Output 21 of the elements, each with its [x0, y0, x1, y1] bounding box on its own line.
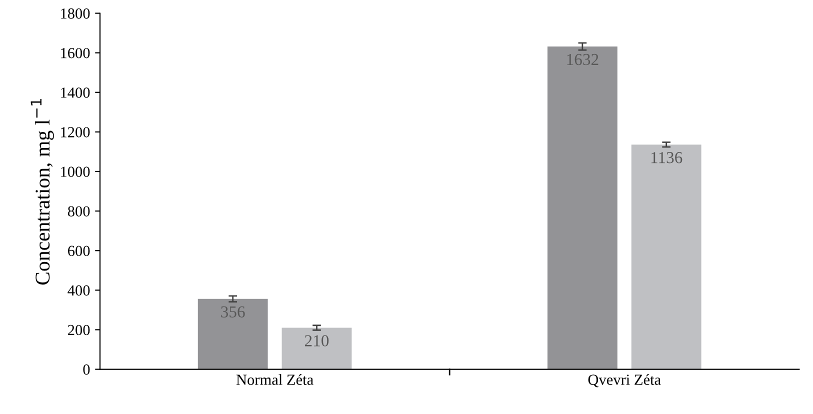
x-tick-label: Qvevri Zéta: [588, 374, 661, 388]
y-tick-label: 1200: [61, 127, 90, 138]
data-label: 356: [221, 306, 245, 318]
y-tick-label: 1400: [61, 88, 90, 98]
y-tick-label: 1800: [61, 8, 90, 19]
y-tick-label: 200: [68, 324, 90, 336]
bar: [631, 144, 702, 370]
bar: [198, 298, 268, 370]
y-tick-label: 0: [83, 364, 90, 375]
bar: [282, 328, 352, 370]
y-tick-label: 400: [68, 285, 90, 296]
data-label: 1136: [651, 152, 682, 164]
bar: [547, 46, 618, 370]
y-axis-title: Concentration, mg l$^{−1}$: [30, 99, 54, 285]
data-label: 210: [304, 335, 329, 346]
data-label: 1632: [567, 54, 598, 66]
y-tick-label: 800: [68, 206, 90, 216]
y-tick-label: 1600: [61, 48, 90, 58]
y-tick-label: 1000: [61, 166, 90, 177]
x-tick-label: Normal Zéta: [236, 374, 314, 385]
y-tick-label: 600: [68, 246, 90, 256]
